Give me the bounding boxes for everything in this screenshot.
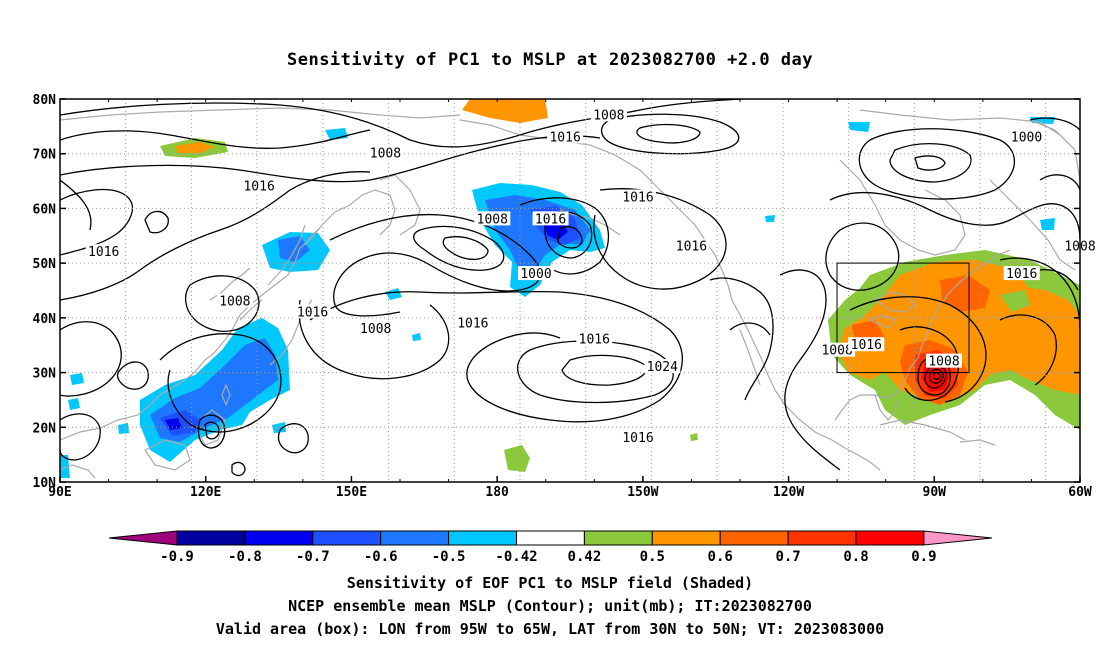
contour-label: 1000 (520, 267, 551, 282)
x-tick-label: 150W (627, 485, 658, 500)
positive-sensitivity-region (160, 99, 1080, 472)
colorbar-segment (448, 530, 518, 546)
colorbar-segment (176, 530, 246, 546)
contour-label: 1016 (622, 431, 653, 446)
colorbar-segment (516, 530, 585, 546)
contour-label: 1016 (622, 190, 653, 205)
colorbar-label: -0.6 (364, 549, 398, 565)
colorbar-segment (380, 530, 450, 546)
x-tick-label: 60W (1068, 485, 1092, 500)
colorbar-label: -0.5 (432, 549, 466, 565)
contour-label-bg (620, 430, 656, 445)
contour-label-bg (673, 238, 710, 253)
colorbar-label: 0.6 (708, 549, 733, 565)
contour-label: 1000 (1011, 130, 1042, 145)
contour-label-bg (216, 293, 253, 308)
contour-label-bg (547, 129, 584, 144)
contour-label-bg (294, 304, 331, 319)
contour-label: 1016 (457, 316, 488, 331)
contour-label: 1016 (676, 240, 707, 255)
contour-label: 1008 (477, 212, 508, 227)
y-tick-label: 50N (33, 257, 57, 272)
y-tick-label: 30N (33, 367, 57, 382)
contour-label: 1016 (579, 333, 610, 348)
y-tick-label: 70N (33, 148, 57, 163)
x-tick-label: 90W (923, 485, 947, 500)
contour-label: 1016 (243, 180, 274, 195)
x-tick-label: 150E (336, 485, 367, 500)
y-tick-label: 40N (33, 312, 57, 327)
contour-label-bg (1003, 266, 1040, 281)
colorbar-extension-high (923, 530, 992, 546)
x-tick-label: 180 (485, 485, 509, 500)
map-frame (59, 98, 1081, 483)
contour-label: 1008 (821, 344, 852, 359)
contour-label: 1016 (1006, 267, 1037, 282)
colorbar-segment (719, 530, 789, 546)
contour-label-bg (590, 107, 627, 122)
valid-area-box (836, 262, 970, 374)
contour-label-bg (474, 211, 511, 226)
contour-label: 1008 (593, 108, 624, 123)
contour-label-bg (819, 342, 856, 357)
colorbar-label: -0.42 (495, 549, 537, 565)
colorbar-segment (583, 530, 653, 546)
colorbar-label: 0.9 (911, 549, 936, 565)
colorbar-extension-low (108, 530, 178, 546)
contour-label: 1008 (928, 355, 959, 370)
contour-label-bg (620, 189, 656, 204)
map-title: Sensitivity of PC1 to MSLP at 2023082700… (286, 50, 813, 70)
contour-label: 1016 (88, 245, 119, 260)
y-tick-label: 10N (33, 476, 57, 491)
colorbar-segment (312, 530, 382, 546)
contour-label-bg (85, 244, 122, 259)
contour-label: 1008 (370, 147, 401, 162)
contour-label-bg (576, 331, 613, 346)
contour-label-bg (518, 266, 554, 281)
contour-label: 1016 (297, 305, 328, 320)
axis-ticks: 90E 120E 150E 180 150W 120W 90W 60W 10N 20N 30N 40N… (33, 93, 1092, 500)
colorbar-segment (787, 530, 857, 546)
x-tick-label: 90E (48, 485, 71, 500)
colorbar-label: -0.7 (296, 549, 330, 565)
y-tick-label: 60N (33, 202, 57, 217)
colorbar-label: -0.8 (228, 549, 262, 565)
contour-label-bg (926, 353, 962, 368)
contour-label: 1016 (549, 130, 580, 145)
caption-shading: Sensitivity of EOF PC1 to MSLP field (Sh… (346, 574, 754, 592)
x-tick-label: 120W (773, 485, 804, 500)
contour-label-bg (1008, 129, 1045, 144)
contour-label-bg (454, 315, 491, 330)
colorbar-segment (855, 530, 925, 546)
contour-label-bg (848, 337, 885, 352)
x-tick-label: 120E (190, 485, 221, 500)
contour-label-bg (241, 178, 278, 193)
colorbar-label: -0.9 (160, 549, 194, 565)
colorbar-label: 0.5 (640, 549, 665, 565)
caption-contour: NCEP ensemble mean MSLP (Contour); unit(… (288, 597, 812, 615)
contour-label-bg (357, 320, 394, 335)
contour-label: 1016 (535, 212, 566, 227)
colorbar: -0.9 -0.8 -0.7 -0.6 -0.5 -0.42 0.42 0.5 0.6 0.7 0.… (108, 530, 992, 565)
contour-label: 1016 (851, 338, 882, 353)
colorbar-label: 0.8 (843, 549, 868, 565)
contour-label: 1008 (219, 294, 250, 309)
contour-label: 1024 (647, 360, 678, 375)
colorbar-segment (244, 530, 314, 546)
colorbar-label: 0.42 (568, 549, 602, 565)
colorbar-segment (651, 530, 721, 546)
caption-valid-area: Valid area (box): LON from 95W to 65W, L… (215, 620, 885, 638)
contour-label-bg (367, 145, 404, 160)
contour-label-bg (644, 359, 681, 374)
colorbar-label: 0.7 (775, 549, 800, 565)
y-tick-label: 80N (33, 93, 57, 108)
contour-label: 1008 (360, 322, 391, 337)
contour-label-bg (532, 211, 569, 226)
y-tick-label: 20N (33, 421, 57, 436)
